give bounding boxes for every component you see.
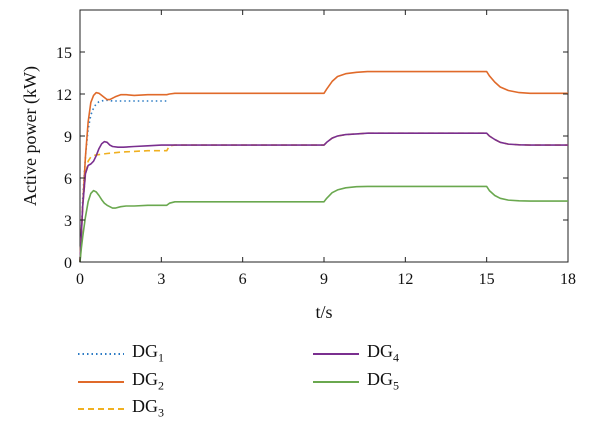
plot-frame [79,9,569,263]
x-axis-title: t/s [315,302,332,322]
series-line-dg5 [79,185,568,263]
tick-layer: 0 3 6 9 12 15 18 0 3 6 9 12 15 [56,10,576,288]
x-tick-label-2: 6 [239,271,247,288]
y-tick-label-0: 0 [64,255,72,272]
series-layer [79,70,568,263]
y-axis-title: Active power (kW) [20,66,41,206]
x-tick-label-1: 3 [157,271,165,288]
x-tick-label-6: 18 [560,271,576,288]
y-tick-label-4: 12 [56,87,72,104]
y-tick-label-5: 15 [56,45,72,62]
y-tick-label-3: 9 [64,129,72,146]
x-tick-label-3: 9 [320,271,328,288]
series-line-dg4 [79,132,568,263]
series-line-dg2 [79,70,568,263]
y-tick-label-1: 3 [64,213,72,230]
x-tick-label-5: 15 [479,271,495,288]
y-tick-label-2: 6 [64,171,72,188]
x-tick-label-4: 12 [397,271,413,288]
x-tick-label-0: 0 [76,271,84,288]
